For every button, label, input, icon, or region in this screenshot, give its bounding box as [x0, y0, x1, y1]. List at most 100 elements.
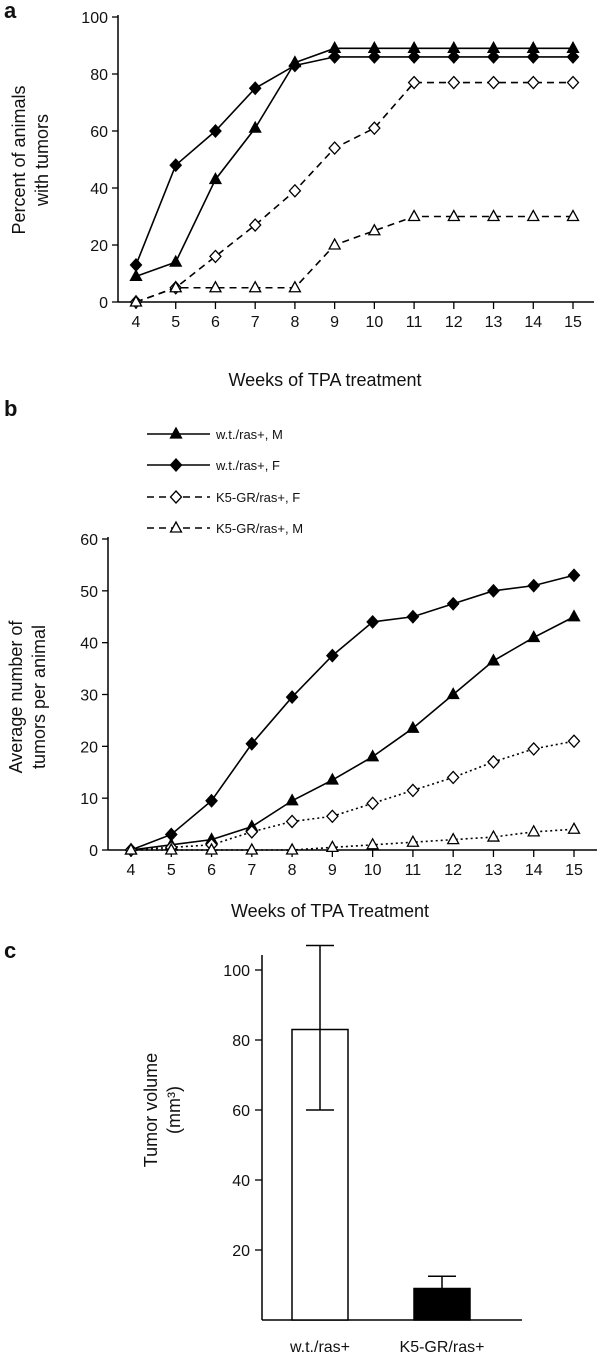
panel-a-x-tick-label-9: 9 — [330, 314, 339, 331]
panel-b-legend-label-w-t-ras-f: w.t./ras+, F — [215, 458, 280, 473]
panel-a-y-tick-label-60: 60 — [90, 124, 108, 141]
panel-a-point-w-t-ras-m-7 — [248, 120, 262, 133]
panel-a-point-k5-gr-ras-m-13 — [486, 209, 501, 222]
panel-b-y-tick-label-30: 30 — [80, 688, 98, 705]
panel-b-x-tick-label-12: 12 — [444, 862, 462, 879]
panel-a-point-k5-gr-ras-f-8 — [288, 183, 302, 198]
panel-a-point-w-t-ras-f-15 — [566, 49, 580, 64]
panel-a-point-k5-gr-ras-f-10 — [367, 121, 381, 136]
panel-b-point-w-t-ras-f-14 — [527, 578, 541, 593]
panel-b-y-tick-label-40: 40 — [80, 636, 98, 653]
panel-b-ylabel-line1: Average number of — [6, 620, 26, 774]
panel-b-x-tick-label-13: 13 — [485, 862, 503, 879]
panel-b-point-w-t-ras-f-13 — [487, 583, 500, 598]
panel-a-point-w-t-ras-f-13 — [487, 49, 500, 64]
panel-b-point-k5-gr-ras-f-14 — [527, 741, 541, 756]
panel-a-y-tick-label-0: 0 — [99, 295, 108, 312]
panel-a-point-k5-gr-ras-m-10 — [367, 223, 381, 236]
panel-b-point-w-t-ras-m-13 — [486, 653, 501, 666]
panel-a-xlabel: Weeks of TPA treatment — [228, 370, 421, 390]
panel-a-point-k5-gr-ras-m-5 — [169, 280, 183, 293]
panel-a-series-line-k5-gr-ras-m — [135, 215, 573, 303]
panel-b-point-k5-gr-ras-m-14 — [527, 824, 541, 837]
panel-a-point-k5-gr-ras-m-8 — [288, 280, 302, 293]
panel-a-point-k5-gr-ras-f-6 — [209, 249, 222, 264]
panel-b-y-tick-label-10: 10 — [80, 791, 98, 808]
panel-a-x-tick-label-12: 12 — [445, 314, 463, 331]
panel-b-point-k5-gr-ras-m-5 — [164, 842, 178, 855]
panel-a-x-tick-label-11: 11 — [406, 314, 423, 331]
panel-c-y-tick-label-60: 60 — [232, 1103, 250, 1120]
panel-b-point-k5-gr-ras-m-9 — [325, 840, 339, 853]
panel-label-b: b — [4, 396, 17, 421]
panel-b-series-line-k5-gr-ras-m — [131, 828, 575, 851]
panel-c-ylabel-line1: Tumor volume — [141, 1053, 161, 1167]
panel-b-point-k5-gr-ras-f-8 — [285, 814, 299, 829]
panel-b-point-k5-gr-ras-f-11 — [406, 783, 420, 798]
panel-c-bar-chart: Tumor volume (mm³) 20 40 60 80 100 w.t./ras+ K… — [141, 944, 522, 1356]
panel-a-x-tick-label-13: 13 — [485, 314, 503, 331]
panel-b-point-w-t-ras-f-15 — [567, 568, 581, 583]
panel-b-point-k5-gr-ras-m-11 — [406, 834, 420, 847]
panel-a-point-w-t-ras-f-14 — [526, 49, 540, 64]
panel-c-category-label-k5-gr-ras: K5-GR/ras+ — [400, 1339, 485, 1356]
panel-a-point-w-t-ras-f-11 — [407, 49, 421, 64]
panel-b-point-k5-gr-ras-m-10 — [366, 837, 380, 850]
panel-a-x-tick-label-7: 7 — [251, 314, 260, 331]
panel-b-point-w-t-ras-m-9 — [325, 772, 339, 785]
panel-b-point-k5-gr-ras-m-6 — [204, 842, 219, 855]
panel-a-point-k5-gr-ras-m-14 — [526, 209, 540, 222]
panel-b-series-line-k5-gr-ras-f — [130, 740, 575, 851]
panel-b-x-tick-label-9: 9 — [328, 862, 337, 879]
panel-b-y-tick-label-0: 0 — [89, 843, 98, 860]
panel-c-category-label-w-t-ras: w.t./ras+ — [289, 1339, 350, 1356]
panel-a-series-line-k5-gr-ras-f — [135, 81, 573, 303]
panel-b-ylabel-line2: tumors per animal — [29, 625, 49, 769]
panel-b-point-k5-gr-ras-m-7 — [245, 842, 259, 855]
panel-b-point-w-t-ras-f-12 — [446, 596, 460, 611]
panel-c-y-tick-label-100: 100 — [223, 963, 250, 980]
panel-c-ylabel-line2: (mm³) — [164, 1086, 184, 1134]
panel-a-point-k5-gr-ras-m-12 — [447, 209, 461, 222]
panel-b-line-chart: Average number of tumors per animal Week… — [6, 426, 597, 921]
panel-b-point-k5-gr-ras-m-15 — [567, 821, 581, 834]
panel-a-point-w-t-ras-f-8 — [288, 58, 302, 73]
panel-b-legend-label-w-t-ras-m: w.t./ras+, M — [215, 427, 283, 442]
panel-c-y-tick-label-20: 20 — [232, 1243, 250, 1260]
panel-a-point-k5-gr-ras-f-12 — [447, 75, 461, 90]
panel-a-point-k5-gr-ras-f-7 — [248, 218, 262, 233]
panel-c-y-tick-label-80: 80 — [232, 1033, 250, 1050]
panel-b-legend-marker-w-t-ras-f — [169, 458, 183, 472]
panel-a-point-w-t-ras-f-12 — [447, 49, 461, 64]
panel-a-ylabel-line1: Percent of animals — [9, 85, 29, 234]
panel-a-line-chart: Percent of animals with tumors Weeks of … — [9, 10, 594, 390]
panel-a-point-w-t-ras-f-4 — [129, 257, 143, 272]
panel-a-point-k5-gr-ras-m-15 — [566, 209, 580, 222]
panel-b-x-tick-label-6: 6 — [207, 862, 216, 879]
panel-a-point-w-t-ras-f-10 — [367, 49, 381, 64]
panel-a-point-k5-gr-ras-m-11 — [407, 209, 421, 222]
panel-a-y-tick-label-20: 20 — [90, 238, 108, 255]
panel-b-legend-marker-w-t-ras-m — [169, 426, 183, 439]
panel-label-c: c — [4, 938, 16, 963]
panel-b-legend-label-k5-gr-ras-m: K5-GR/ras+, M — [216, 521, 303, 536]
panel-label-a: a — [4, 0, 17, 23]
panel-a-point-k5-gr-ras-m-7 — [248, 280, 262, 293]
panel-b-series-line-w-t-ras-m — [130, 616, 575, 851]
panel-b-x-tick-label-11: 11 — [405, 862, 422, 879]
panel-b-point-w-t-ras-m-12 — [446, 687, 460, 700]
panel-b-point-w-t-ras-f-6 — [205, 793, 218, 808]
panel-b-point-k5-gr-ras-m-13 — [486, 829, 501, 842]
panel-b-y-tick-label-20: 20 — [80, 739, 98, 756]
panel-b-point-w-t-ras-m-8 — [285, 793, 299, 806]
panel-b-point-w-t-ras-f-7 — [245, 736, 259, 751]
panel-b-point-w-t-ras-f-9 — [325, 648, 339, 663]
panel-b-point-k5-gr-ras-m-8 — [285, 842, 299, 855]
panel-b-point-k5-gr-ras-f-13 — [487, 754, 500, 769]
panel-a-x-tick-label-4: 4 — [132, 314, 141, 331]
panel-a-point-w-t-ras-m-4 — [129, 269, 143, 282]
panel-b-point-w-t-ras-m-10 — [366, 749, 380, 762]
panel-a-point-w-t-ras-f-5 — [169, 158, 183, 173]
panel-b-y-tick-label-50: 50 — [80, 584, 98, 601]
